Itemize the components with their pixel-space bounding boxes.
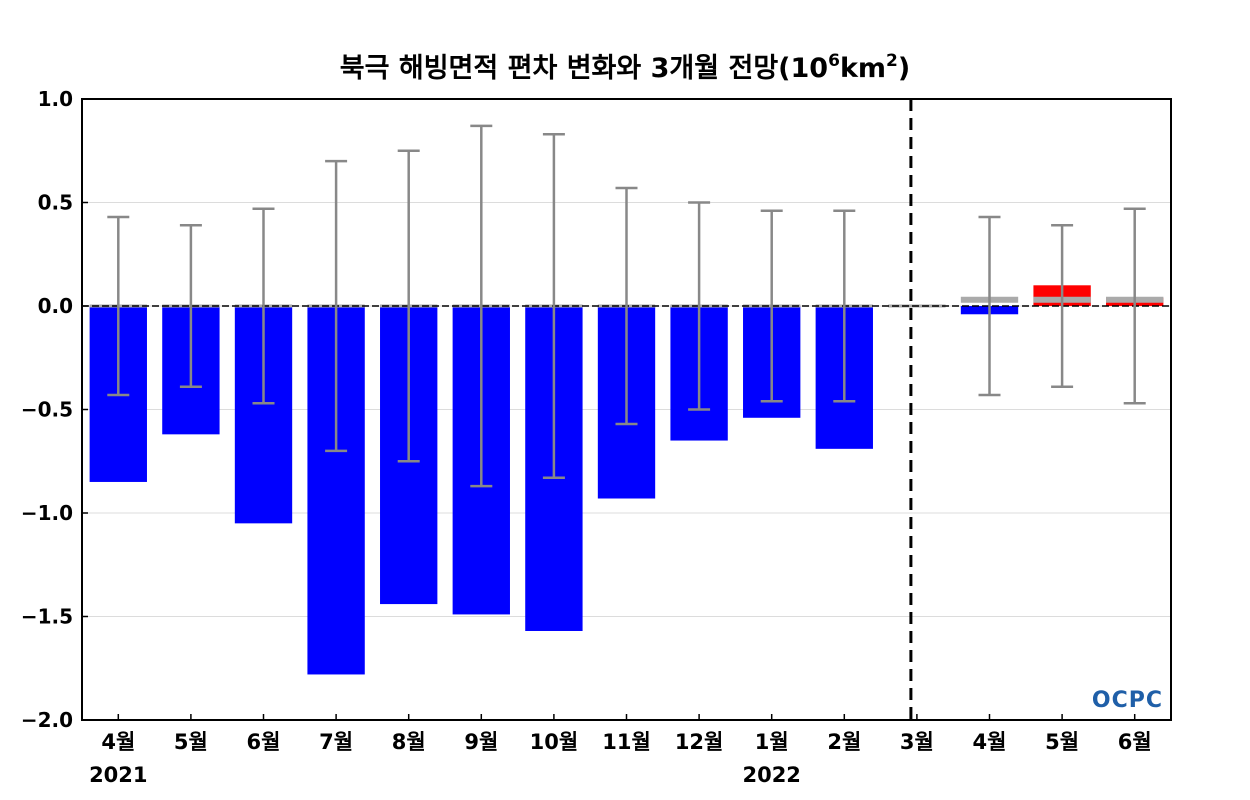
- error-bar-8: [688, 201, 711, 411]
- title-unit-power: 2: [886, 51, 898, 71]
- year-label-0: 2021: [89, 763, 147, 787]
- x-tick-label-11: 3월: [900, 730, 934, 754]
- error-bar-14: [1123, 207, 1146, 405]
- x-tick-label-14: 6월: [1118, 730, 1152, 754]
- x-tick-label-8: 12월: [675, 730, 724, 754]
- x-tick-label-0: 4월: [101, 730, 135, 754]
- error-bar-0: [107, 215, 130, 397]
- x-tick-label-1: 5월: [174, 730, 208, 754]
- chart-title: 북극 해빙면적 편차 변화와 3개월 전망(106km2): [340, 51, 910, 84]
- x-tick-label-5: 9월: [464, 730, 498, 754]
- y-axis-ticks: 1.0 0.5 0.0 −0.5 −1.0 −1.5 −2.0: [21, 87, 88, 732]
- title-power: 6: [828, 51, 840, 71]
- error-bar-13: [1051, 224, 1074, 388]
- error-bar-12: [978, 215, 1001, 397]
- year-label-1: 2022: [742, 763, 800, 787]
- error-bar-10: [833, 209, 856, 403]
- x-tick-label-3: 7월: [319, 730, 353, 754]
- ocpc-logo-text: OCPC: [1092, 688, 1163, 713]
- error-bar-9: [760, 209, 783, 403]
- x-tick-label-7: 11월: [602, 730, 651, 754]
- y-tick-label-0: 1.0: [38, 87, 73, 111]
- x-tick-label-13: 5월: [1045, 730, 1079, 754]
- x-tick-label-9: 1월: [755, 730, 789, 754]
- error-bar-2: [252, 207, 275, 405]
- error-bar-3: [325, 159, 348, 453]
- x-tick-label-10: 2월: [827, 730, 861, 754]
- error-bar-6: [542, 132, 565, 480]
- y-tick-label-3: −0.5: [21, 398, 73, 422]
- error-bar-4: [397, 149, 420, 463]
- error-bars: [107, 124, 1146, 488]
- title-main: 북극 해빙면적 편차 변화와 3개월 전망(10: [340, 53, 828, 84]
- x-tick-label-4: 8월: [392, 730, 426, 754]
- x-tick-label-12: 4월: [973, 730, 1007, 754]
- title-end: ): [898, 53, 910, 84]
- x-tick-label-6: 10월: [530, 730, 579, 754]
- error-bar-5: [470, 124, 493, 488]
- x-axis-ticks: 4월 5월 6월 7월 8월 9월 10월 11월 12월 1월 2월 3월 4월 5월 6월 2021 202…: [89, 714, 1152, 787]
- y-tick-label-1: 0.5: [38, 191, 73, 215]
- error-bar-7: [615, 186, 638, 426]
- title-unit: km: [840, 53, 886, 84]
- y-tick-label-6: −2.0: [21, 708, 73, 732]
- x-tick-label-2: 6월: [247, 730, 281, 754]
- y-tick-label-4: −1.0: [21, 501, 73, 525]
- y-tick-label-2: 0.0: [38, 294, 73, 318]
- error-bar-1: [179, 224, 202, 388]
- y-tick-label-5: −1.5: [21, 605, 73, 629]
- ocpc-logo: OCPC: [1092, 688, 1163, 713]
